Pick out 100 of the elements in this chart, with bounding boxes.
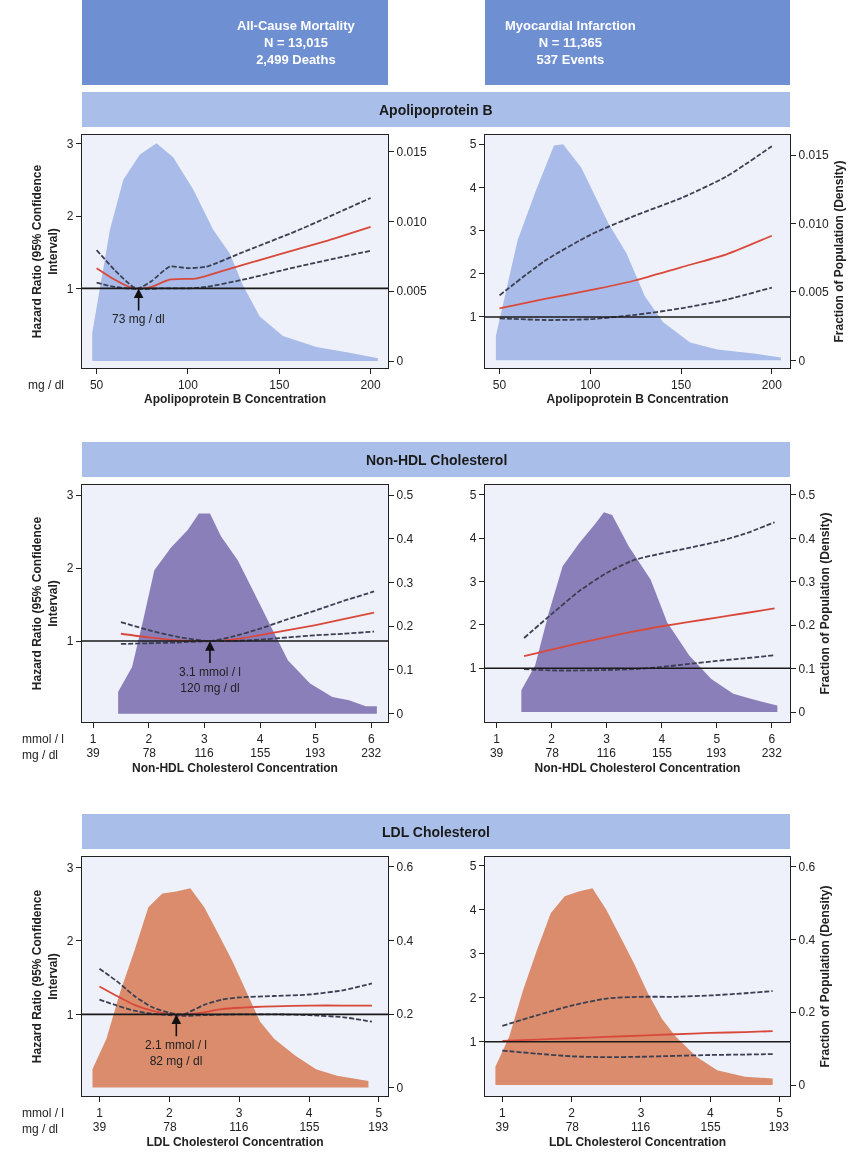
y-tick-label: 5 [469,488,477,503]
line-series [498,145,773,297]
y-tick-label: 3 [66,488,74,503]
y-tick-label: 2 [66,561,74,576]
x2-tick-label: 78 [163,1120,177,1134]
y2-tick-label: 0.3 [798,575,816,589]
y-tick-label: 2 [469,266,477,281]
x-tick-label: 2 [548,731,556,746]
y2-tick-label: 0 [798,353,806,368]
x-tick-label: 2 [145,731,153,746]
x-tick-label: 5 [776,1105,784,1120]
x-tick-label: 150 [671,377,692,392]
text: mmol / l mg / dl [22,732,64,762]
y2-tick-label: 0.005 [798,285,829,300]
x2-tick-label: 116 [630,1120,651,1134]
x-tick-label: 3 [637,1105,645,1120]
y-tick-label: 3 [469,223,477,238]
x2-tick-label: 78 [545,746,560,760]
x-tick-label: 200 [360,377,381,392]
x-axis-title: LDL Cholesterol Concentration [146,1134,324,1149]
y-tick-label: 2 [469,990,477,1005]
y2-axis-title: Fraction of Population (Density) [818,512,833,695]
x-tick-label: 200 [761,377,783,392]
y2-tick-label: 0.015 [396,144,427,159]
x2-tick-label: 155 [652,746,673,760]
y2-axis-title: Fraction of Population (Density) [818,885,833,1068]
x2-tick-label: 39 [92,1120,107,1134]
x2-tick-label: 232 [361,746,382,760]
x-tick-label: 2 [165,1105,173,1120]
line-series [501,1049,774,1059]
x-axis-title: Apolipoprotein B Concentration [546,392,729,407]
x-tick-label: 100 [580,377,601,392]
y2-tick-label: 0.5 [798,488,816,503]
x-tick-label: 4 [305,1105,313,1120]
y2-tick-label: 0 [396,1080,404,1095]
x-tick-label: 3 [235,1105,243,1120]
y-tick-label: 4 [469,531,477,546]
line-series [523,654,776,672]
y2-tick-label: 0.2 [396,619,414,634]
y2-tick-label: 0.2 [396,1007,414,1022]
y2-tick-label: 0.4 [798,932,816,947]
annotation: 2.1 mmol / l 82 mg / dl [145,1038,208,1068]
y2-tick-label: 0.005 [396,284,427,299]
x-tick-label: 5 [713,731,721,746]
x2-tick-label: 155 [299,1120,320,1134]
y2-tick-label: 0 [396,706,404,721]
x-tick-label: 2 [568,1105,576,1120]
x2-tick-label: 193 [305,746,326,760]
x2-tick-label: 116 [229,1120,249,1134]
y-tick-label: 1 [66,634,74,649]
y-tick-label: 5 [469,858,477,873]
y-tick-label: 1 [469,1034,477,1049]
x-tick-label: 6 [768,731,776,746]
x-tick-label: 5 [375,1105,383,1120]
x2-tick-label: 193 [368,1120,389,1134]
annotation: 3.1 mmol / l 120 mg / dl [179,665,242,695]
y2-tick-label: 0.4 [798,531,816,546]
y2-tick-label: 0 [798,705,806,720]
y2-tick-label: 0 [396,354,404,369]
y-tick-label: 1 [66,281,74,296]
y2-tick-label: 0.2 [798,1005,816,1020]
y-axis-title: Hazard Ratio (95% Confidence Interval) [30,889,61,1064]
x-axis-title: LDL Cholesterol Concentration [548,1134,727,1149]
y2-tick-label: 0.3 [396,575,414,590]
y2-tick-label: 0.2 [798,618,816,633]
y-tick-label: 2 [66,209,74,224]
x2-tick-label: 39 [495,1120,510,1134]
y-axis-title: Hazard Ratio (95% Confidence Interval) [30,164,61,339]
y-tick-label: 3 [66,860,74,875]
x2-tick-label: 78 [142,746,157,760]
x2-tick-label: 193 [706,746,727,760]
x2-tick-label: 39 [489,746,504,760]
y2-axis-title: Fraction of Population (Density) [831,160,846,343]
y2-tick-label: 0.4 [396,531,414,546]
x2-tick-label: 193 [768,1120,790,1134]
x-tick-label: 4 [706,1105,714,1120]
y-tick-label: 1 [66,1007,74,1022]
y-tick-label: 1 [469,310,477,325]
line-series [523,607,776,658]
x-tick-label: 3 [201,731,209,746]
y-tick-label: 2 [66,934,74,949]
y2-tick-label: 0.010 [396,214,427,229]
line-series [498,234,773,310]
x-tick-label: 3 [603,731,611,746]
y-axis-title: Hazard Ratio (95% Confidence Interval) [30,516,61,691]
x-tick-label: 1 [493,731,501,746]
y-tick-label: 3 [66,136,74,151]
y-tick-label: 2 [469,618,477,633]
x-tick-label: 50 [89,377,104,392]
x-axis-title: Non-HDL Cholesterol Concentration [534,760,741,775]
x-tick-label: 1 [89,731,97,746]
y-tick-label: 4 [469,180,477,195]
x-tick-label: 50 [492,377,507,392]
x-tick-label: 6 [367,731,375,746]
x-axis-title: Apolipoprotein B Concentration [144,392,326,407]
y2-tick-label: 0.1 [798,661,816,676]
y2-tick-label: 0.1 [396,663,414,678]
x-axis-title: Non-HDL Cholesterol Concentration [132,760,338,775]
line-series [501,990,774,1027]
y-tick-label: 3 [469,946,477,961]
